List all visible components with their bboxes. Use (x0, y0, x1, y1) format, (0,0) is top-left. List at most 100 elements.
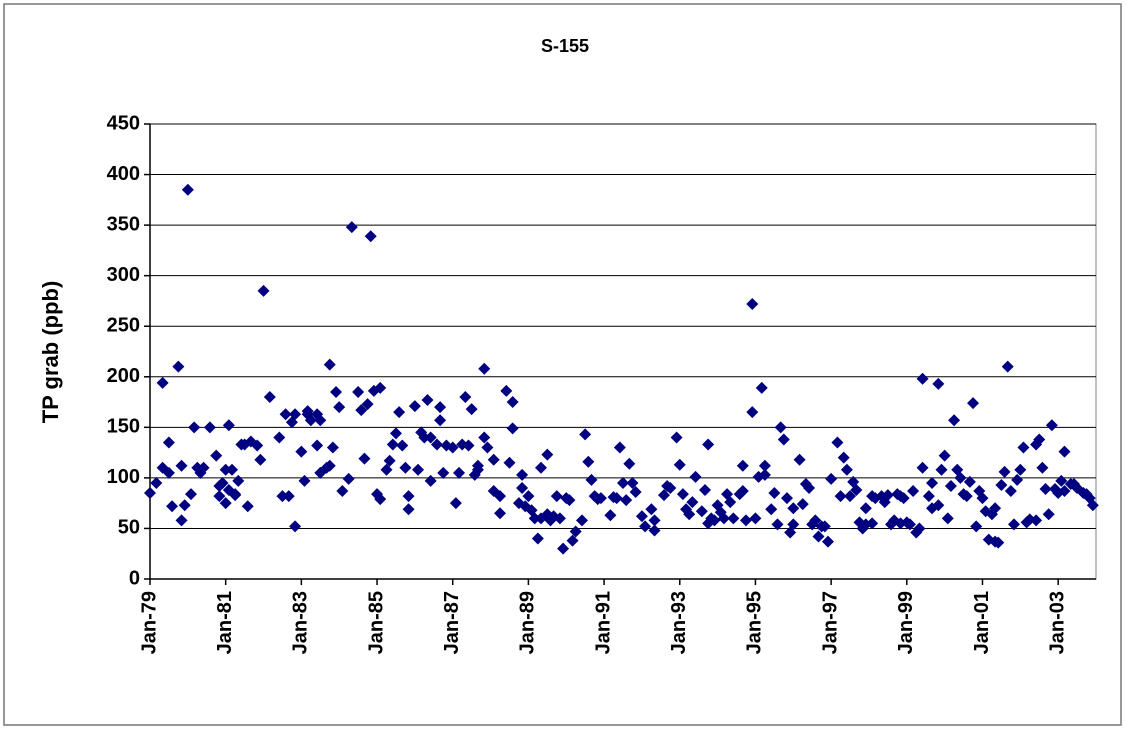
data-point (698, 484, 711, 497)
data-point (727, 512, 740, 525)
x-tick-label: Jan-01 (971, 591, 993, 654)
data-point (175, 459, 188, 472)
data-point (576, 514, 589, 527)
chart-title: S-155 (541, 36, 589, 56)
data-point (1055, 474, 1068, 487)
x-tick-label: Jan-81 (214, 591, 236, 654)
data-point (383, 454, 396, 467)
data-point (809, 514, 822, 527)
data-point (557, 542, 570, 555)
data-point (471, 463, 484, 476)
data-point (222, 419, 235, 432)
data-point (374, 493, 387, 506)
data-point (289, 408, 302, 421)
data-point (837, 451, 850, 464)
data-point (758, 459, 771, 472)
data-point (992, 536, 1005, 549)
data-point (689, 470, 702, 483)
data-point (156, 376, 169, 389)
data-point (326, 441, 339, 454)
data-point (1039, 483, 1052, 496)
data-point (402, 503, 415, 516)
data-point (620, 494, 633, 507)
data-point (812, 530, 825, 543)
data-point (374, 381, 387, 394)
data-point (645, 503, 658, 516)
data-point (967, 397, 980, 410)
data-point (834, 490, 847, 503)
y-tick-label: 50 (118, 517, 140, 539)
data-point (995, 478, 1008, 491)
data-point (749, 512, 762, 525)
data-point (1017, 441, 1030, 454)
data-point (736, 459, 749, 472)
data-point (314, 414, 327, 427)
x-tick-label: Jan-79 (138, 591, 160, 654)
data-point (342, 472, 355, 485)
data-point (289, 520, 302, 533)
data-point (352, 385, 365, 398)
data-point (478, 362, 491, 375)
data-point (203, 421, 216, 434)
data-point (251, 439, 264, 452)
data-point (494, 507, 507, 520)
data-point (301, 405, 314, 418)
data-point (244, 435, 257, 448)
data-point (232, 474, 245, 487)
data-point (941, 512, 954, 525)
data-point (935, 463, 948, 476)
data-point (333, 401, 346, 414)
data-point (516, 482, 529, 494)
y-tick-label: 400 (107, 163, 140, 185)
data-point (724, 496, 737, 509)
data-point (613, 441, 626, 454)
data-point (437, 466, 450, 479)
data-point (963, 475, 976, 488)
data-point (771, 518, 784, 531)
data-point (758, 468, 771, 481)
data-point (481, 441, 494, 454)
data-point (358, 452, 371, 465)
x-tick-label: Jan-97 (819, 591, 841, 654)
data-point (541, 448, 554, 461)
data-point (150, 476, 163, 489)
data-point (1058, 485, 1071, 498)
data-point (566, 534, 579, 547)
x-tick-label: Jan-03 (1046, 591, 1068, 654)
data-point (825, 472, 838, 485)
y-tick-label: 100 (107, 466, 140, 488)
data-point (708, 514, 721, 527)
data-point (276, 490, 289, 503)
x-tick-label: Jan-99 (895, 591, 917, 654)
data-point (355, 404, 368, 417)
data-point (670, 431, 683, 444)
y-tick-label: 200 (107, 365, 140, 387)
data-point (897, 492, 910, 505)
data-point (216, 476, 229, 489)
data-point (553, 512, 566, 525)
data-point (175, 514, 188, 527)
data-point (610, 492, 623, 505)
data-point (1001, 360, 1014, 373)
data-point (345, 221, 358, 234)
data-point (777, 433, 790, 446)
data-point (364, 230, 377, 243)
data-point (446, 441, 459, 454)
x-tick-label: Jan-89 (517, 591, 539, 654)
data-point (803, 482, 816, 494)
data-point (844, 490, 857, 503)
data-point (623, 457, 636, 470)
data-point (998, 465, 1011, 478)
data-point (550, 490, 563, 503)
x-tick-label: Jan-87 (441, 591, 463, 654)
data-point (582, 455, 595, 468)
y-tick-label: 250 (107, 315, 140, 337)
data-point (648, 524, 661, 537)
data-point (225, 463, 238, 476)
data-point (579, 428, 592, 441)
data-point (393, 406, 406, 419)
data-point (304, 414, 317, 427)
data-point (780, 492, 793, 505)
data-point (418, 431, 431, 444)
